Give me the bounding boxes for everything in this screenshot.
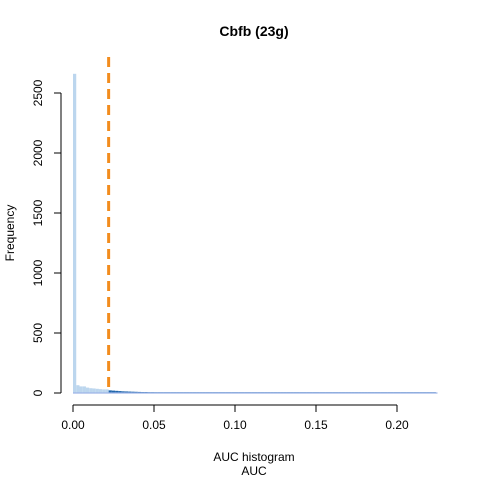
histogram-bar xyxy=(82,386,86,393)
y-tick-label: 1500 xyxy=(31,199,45,226)
histogram-bar xyxy=(118,391,122,393)
y-tick-label: 1000 xyxy=(31,259,45,286)
histogram-bar xyxy=(108,390,112,393)
x-tick-label: 0.05 xyxy=(142,418,166,432)
y-tick-label: 0 xyxy=(31,389,45,396)
histogram-bar xyxy=(98,389,103,393)
histogram-bar xyxy=(111,390,116,393)
histogram-bar xyxy=(76,385,80,393)
y-tick-label: 2500 xyxy=(31,79,45,106)
histogram-bar xyxy=(92,388,96,393)
x-tick-label: 0.10 xyxy=(223,418,247,432)
x-tick-label: 0.15 xyxy=(304,418,328,432)
x-axis-sublabel: AUC xyxy=(241,464,267,478)
histogram-bar xyxy=(85,387,90,393)
histogram-bar xyxy=(95,388,99,393)
chart-title: Cbfb (23g) xyxy=(219,23,288,39)
histogram-bar xyxy=(105,389,109,393)
y-tick-label: 2000 xyxy=(31,139,45,166)
histogram-bar xyxy=(89,388,93,393)
histogram-bar xyxy=(102,389,106,393)
histogram-bars xyxy=(73,73,438,394)
y-axis-label: Frequency xyxy=(3,205,17,262)
x-tick-label: 0.00 xyxy=(61,418,85,432)
histogram-bar xyxy=(124,391,129,393)
y-tick-label: 500 xyxy=(31,323,45,343)
histogram-bar xyxy=(128,391,132,393)
histogram-bar xyxy=(79,386,83,393)
x-tick-label: 0.20 xyxy=(385,418,409,432)
histogram-bar xyxy=(121,391,125,393)
y-axis: 0 500 1000 1500 2000 2500 xyxy=(31,79,62,396)
x-axis: 0.00 0.05 0.10 0.15 0.20 xyxy=(61,404,409,432)
histogram-bar xyxy=(73,73,77,394)
histogram-bar xyxy=(131,391,135,393)
x-axis-label: AUC histogram xyxy=(213,450,294,464)
histogram-bar xyxy=(115,390,119,393)
